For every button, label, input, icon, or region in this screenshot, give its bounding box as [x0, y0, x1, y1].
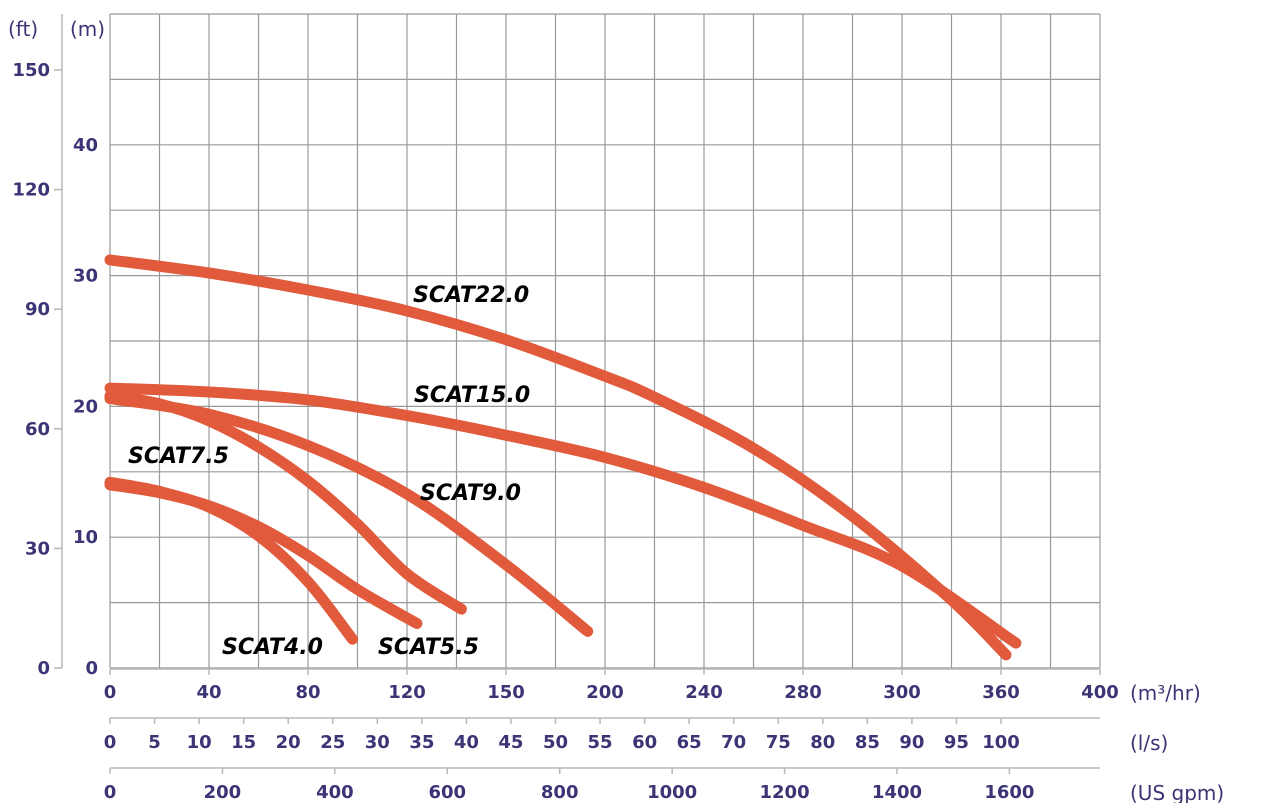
series-label-scat4.0: SCAT4.0: [222, 635, 323, 660]
x-tick-label: 20: [276, 732, 301, 753]
ft-tick-label: 120: [12, 180, 50, 201]
m-tick-label: 40: [73, 135, 98, 156]
series-label-scat7.5: SCAT7.5: [128, 444, 229, 469]
curves: [104, 254, 1022, 661]
x-tick-label: 1400: [872, 782, 922, 803]
x-tick-label: 400: [316, 782, 354, 803]
m-tick-label: 20: [73, 396, 98, 417]
x-tick-label: 15: [231, 732, 256, 753]
x-tick-label: 1000: [647, 782, 697, 803]
axes: [54, 14, 1101, 774]
ft-tick-label: 150: [12, 60, 50, 81]
series-label-scat15.0: SCAT15.0: [414, 383, 530, 408]
x-tick-label: 45: [498, 732, 523, 753]
x-tick-label: 400: [1081, 682, 1119, 703]
series-line-scat4.0: [104, 476, 358, 645]
x-tick-label: 150: [487, 682, 525, 703]
series-label-scat5.5: SCAT5.5: [378, 635, 479, 660]
x-tick-label: 120: [388, 682, 426, 703]
x-tick-label: 95: [944, 732, 969, 753]
series-label-scat9.0: SCAT9.0: [420, 481, 521, 506]
series-line-scat7.5: [104, 390, 467, 615]
x-tick-label: 100: [982, 732, 1020, 753]
x-unit-label: (US gpm): [1130, 781, 1224, 803]
x-tick-label: 5: [148, 732, 161, 753]
m-tick-label: 10: [73, 527, 98, 548]
x-tick-label: 75: [766, 732, 791, 753]
x-tick-label: 70: [721, 732, 746, 753]
x-tick-label: 85: [855, 732, 880, 753]
x-tick-label: 300: [883, 682, 921, 703]
ft-tick-label: 60: [25, 419, 50, 440]
x-tick-label: 50: [543, 732, 568, 753]
x-tick-label: 80: [810, 732, 835, 753]
x-unit-label: (m³/hr): [1130, 681, 1201, 705]
x-tick-label: 0: [104, 782, 117, 803]
x-tick-label: 800: [541, 782, 579, 803]
x-tick-label: 35: [409, 732, 434, 753]
x-tick-label: 10: [187, 732, 212, 753]
x-tick-label: 1200: [760, 782, 810, 803]
x-tick-label: 240: [685, 682, 723, 703]
x-tick-label: 80: [295, 682, 320, 703]
series-line-scat15.0: [104, 382, 1022, 649]
x-tick-label: 30: [365, 732, 390, 753]
x-tick-label: 200: [204, 782, 242, 803]
x-tick-label: 0: [104, 732, 117, 753]
x-tick-label: 360: [982, 682, 1020, 703]
x-tick-label: 200: [586, 682, 624, 703]
x-tick-label: 25: [320, 732, 345, 753]
grid: [109, 13, 1101, 669]
x-tick-label: 1600: [984, 782, 1034, 803]
x-tick-label: 40: [196, 682, 221, 703]
x-tick-label: 40: [454, 732, 479, 753]
x-tick-label: 60: [632, 732, 657, 753]
ft-unit-label: (ft): [8, 17, 38, 41]
ft-tick-label: 90: [25, 299, 50, 320]
x-tick-label: 600: [428, 782, 466, 803]
x-tick-label: 0: [104, 682, 117, 703]
series-line-scat22.0: [104, 254, 1012, 661]
m-unit-label: (m): [70, 17, 105, 41]
x-tick-label: 280: [784, 682, 822, 703]
x-tick-label: 65: [677, 732, 702, 753]
series-label-scat22.0: SCAT22.0: [413, 283, 529, 308]
ft-tick-label: 30: [25, 538, 50, 559]
x-tick-label: 55: [588, 732, 613, 753]
m-tick-label: 0: [85, 658, 98, 679]
x-tick-label: 90: [899, 732, 924, 753]
x-unit-label: (l/s): [1130, 731, 1168, 755]
ft-tick-label: 0: [37, 658, 50, 679]
m-tick-label: 30: [73, 266, 98, 287]
series-labels: SCAT22.0 SCAT15.0 SCAT9.0 SCAT7.5 SCAT5.5 SCA…: [128, 283, 530, 660]
